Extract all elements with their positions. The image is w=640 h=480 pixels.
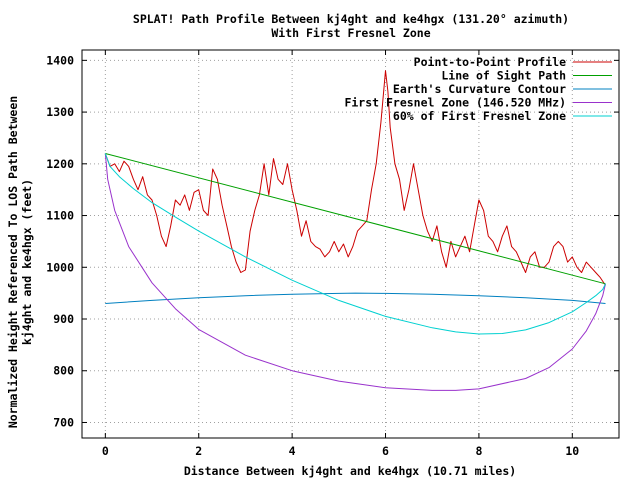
series-line-line-of-sight	[105, 153, 606, 285]
y-tick-label: 1300	[46, 105, 74, 119]
legend-label-earth-curvature: Earth's Curvature Contour	[393, 82, 566, 96]
legend-label-fresnel-zone: First Fresnel Zone (146.520 MHz)	[344, 96, 566, 110]
axis-ticks: 0 2 4 6 8 10 700 800 900 1000 1100 1200 1300 1400	[46, 50, 619, 458]
legend-label-line-of-sight: Line of Sight Path	[441, 69, 566, 83]
x-tick-label: 10	[565, 444, 579, 458]
y-axis-label-line1: Normalized Height Referenced To LOS Path…	[6, 96, 20, 428]
y-tick-label: 900	[53, 312, 74, 326]
x-tick-label: 6	[382, 444, 389, 458]
y-tick-label: 1100	[46, 209, 74, 223]
chart-title: SPLAT! Path Profile Between kj4ght and k…	[133, 12, 569, 26]
y-tick-label: 800	[53, 364, 74, 378]
series-line-earth-curvature	[105, 292, 606, 304]
legend-label-profile: Point-to-Point Profile	[414, 55, 566, 69]
x-tick-label: 8	[475, 444, 482, 458]
series-line-fresnel-60	[104, 153, 606, 335]
x-axis-label: Distance Between kj4ght and ke4hgx (10.7…	[184, 464, 516, 478]
y-tick-label: 1400	[46, 53, 74, 67]
x-tick-label: 4	[289, 444, 296, 458]
chart-subtitle: With First Fresnel Zone	[271, 26, 430, 40]
y-tick-label: 1200	[46, 157, 74, 171]
y-axis-label-line2: kj4ght and ke4hgx (feet)	[20, 179, 34, 345]
plot-frame	[81, 49, 620, 439]
grid	[82, 50, 619, 438]
series-line-fresnel-zone	[104, 153, 606, 391]
x-tick-label: 0	[102, 444, 109, 458]
legend-label-fresnel-60: 60% of First Fresnel Zone	[393, 109, 566, 123]
y-tick-label: 1000	[46, 260, 74, 274]
x-tick-label: 2	[195, 444, 202, 458]
series-lines	[104, 70, 606, 391]
y-tick-label: 700	[53, 415, 74, 429]
